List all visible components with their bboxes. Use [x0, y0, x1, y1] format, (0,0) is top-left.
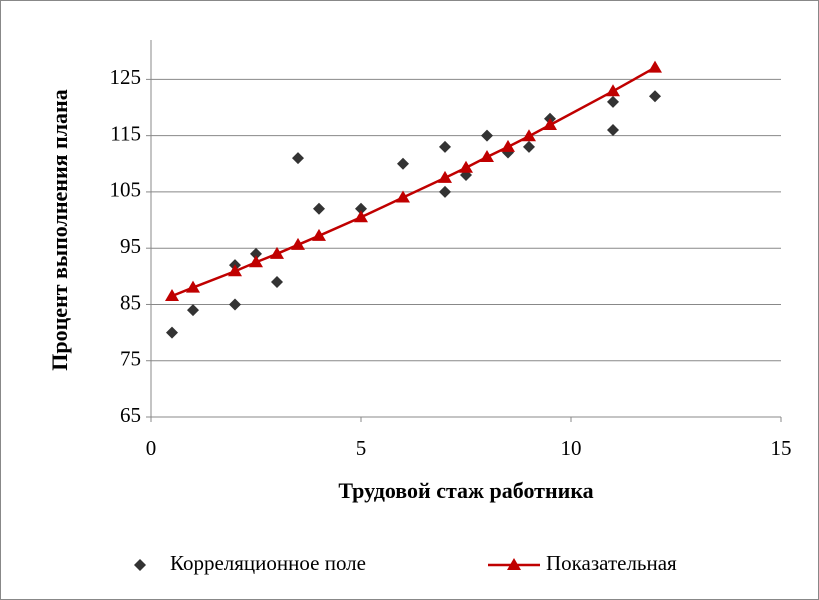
marker: [228, 264, 242, 277]
marker: [291, 237, 305, 250]
y-tick-label: 105: [110, 178, 142, 202]
marker: [480, 150, 494, 163]
point: [187, 304, 199, 317]
point: [229, 298, 241, 311]
point: [271, 275, 283, 288]
marker: [354, 210, 368, 223]
marker: [522, 129, 536, 142]
point: [523, 140, 535, 153]
marker: [438, 170, 452, 183]
marker: [459, 160, 473, 173]
point: [313, 202, 325, 215]
y-axis-title: Процент выполнения плана: [47, 89, 72, 370]
point: [250, 247, 262, 260]
y-tick-label: 85: [120, 290, 141, 314]
x-axis-title: Трудовой стаж работника: [338, 478, 593, 503]
marker: [648, 60, 662, 73]
x-tick-label: 5: [356, 436, 367, 460]
legend-label: Показательная: [546, 551, 677, 575]
point: [166, 326, 178, 339]
y-tick-label: 65: [120, 403, 141, 427]
point: [607, 95, 619, 108]
y-tick-label: 75: [120, 347, 141, 371]
y-tick-label: 115: [110, 121, 141, 145]
point: [439, 185, 451, 198]
point: [649, 90, 661, 103]
legend-marker: [134, 559, 146, 571]
marker: [186, 280, 200, 293]
marker: [270, 246, 284, 259]
marker: [249, 255, 263, 268]
point: [481, 129, 493, 142]
legend-marker: [507, 558, 521, 570]
marker: [312, 228, 326, 241]
x-tick-label: 15: [771, 436, 792, 460]
point: [397, 157, 409, 170]
point: [607, 124, 619, 137]
legend-label: Корреляционное поле: [170, 551, 366, 575]
x-tick-label: 10: [561, 436, 582, 460]
marker: [165, 289, 179, 302]
point: [292, 152, 304, 165]
y-tick-label: 125: [110, 65, 142, 89]
marker: [396, 190, 410, 203]
marker: [606, 84, 620, 97]
marker: [543, 117, 557, 130]
point: [355, 202, 367, 215]
y-tick-label: 95: [120, 234, 141, 258]
point: [439, 140, 451, 153]
x-tick-label: 0: [146, 436, 157, 460]
marker: [501, 139, 515, 152]
